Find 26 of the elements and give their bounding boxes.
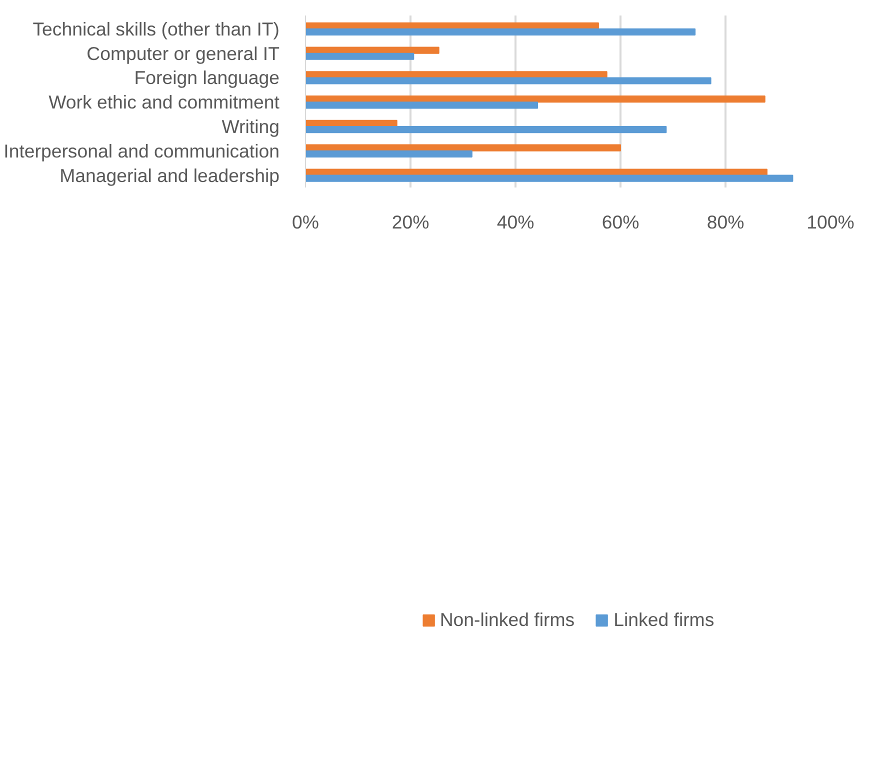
bar [306,144,621,152]
bar [306,46,440,54]
x-tick-label: 40% [496,212,534,232]
y-tick-label: Computer or general IT [86,42,280,64]
y-tick-label: Interpersonal and communication [4,140,280,162]
y-tick-label: Managerial and leadership [60,164,280,186]
bar [306,52,414,60]
y-tick-label: Foreign language [134,67,280,88]
bar [306,174,794,182]
x-tick-label: 80% [706,212,744,232]
legend-label: Non-linked firms [440,608,575,630]
bar [306,102,538,109]
bar [306,96,766,103]
bar [306,150,472,158]
x-tick-label: 60% [602,212,640,232]
x-tick-label: 100% [806,212,854,232]
y-tick-label: Technical skills (other than IT) [32,18,280,40]
bar [306,77,712,84]
y-tick-label: Work ethic and commitment [48,92,280,113]
legend-label: Linked firms [614,608,714,630]
y-tick-label: Writing [222,116,280,138]
bar [306,126,667,134]
x-tick-label: 20% [392,212,430,232]
x-tick-label: 0% [292,212,319,232]
bar [306,168,768,176]
bar [306,28,696,36]
